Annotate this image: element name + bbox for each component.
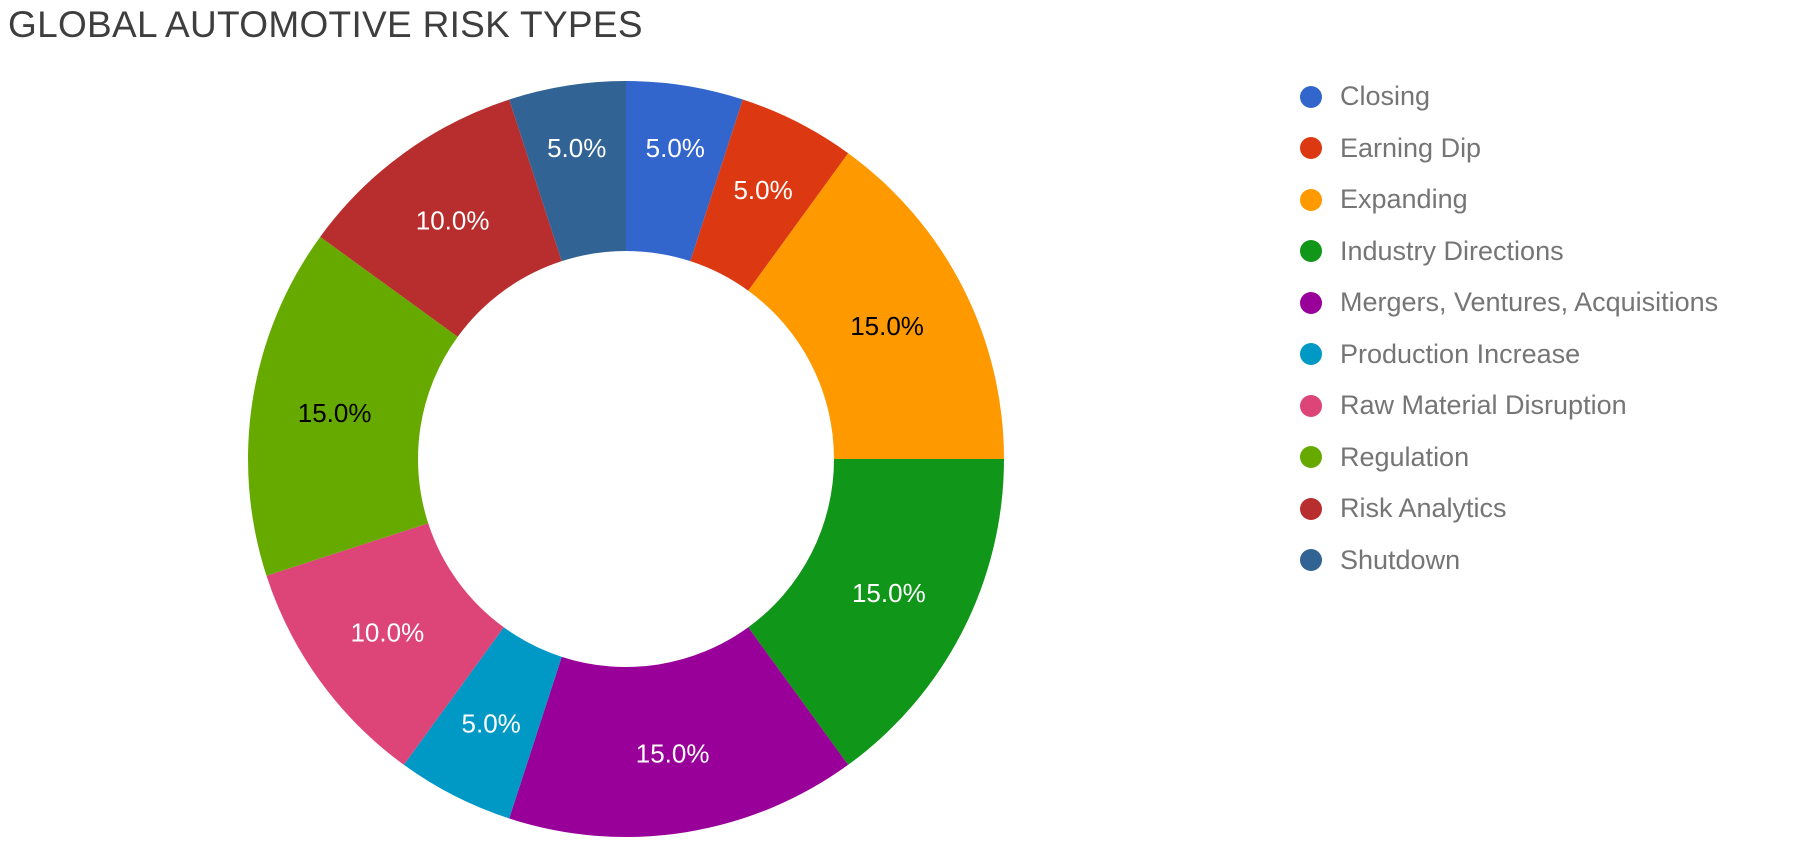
legend-item: Shutdown <box>1300 535 1718 587</box>
legend-swatch-icon <box>1300 497 1322 520</box>
legend-item: Risk Analytics <box>1300 483 1718 535</box>
legend-label: Expanding <box>1340 184 1468 215</box>
legend-label: Regulation <box>1340 441 1470 472</box>
legend-swatch-icon <box>1300 549 1322 572</box>
legend-label: Closing <box>1340 81 1431 112</box>
pie-slice-industry-directions[interactable] <box>748 459 1004 765</box>
legend-label: Production Increase <box>1340 338 1581 369</box>
pie-slice-expanding[interactable] <box>748 153 1004 459</box>
pie-slice-closing[interactable] <box>626 81 743 262</box>
pie-slice-mergers-ventures-acquisitions[interactable] <box>509 627 849 837</box>
legend-label: Shutdown <box>1340 544 1461 575</box>
pie-slice-earning-dip[interactable] <box>690 99 849 291</box>
pie-slice-shutdown[interactable] <box>509 81 626 262</box>
legend-label: Industry Directions <box>1340 235 1564 266</box>
legend-label: Raw Material Disruption <box>1340 390 1627 421</box>
legend-swatch-icon <box>1300 394 1322 417</box>
legend-swatch-icon <box>1300 240 1322 263</box>
legend-swatch-icon <box>1300 446 1322 469</box>
legend-swatch-icon <box>1300 188 1322 211</box>
legend-swatch-icon <box>1300 343 1322 366</box>
legend-item: Production Increase <box>1300 329 1718 381</box>
legend-label: Earning Dip <box>1340 132 1482 163</box>
legend-label: Mergers, Ventures, Acquisitions <box>1340 287 1719 318</box>
pie-slice-risk-analytics[interactable] <box>320 99 562 337</box>
legend-label: Risk Analytics <box>1340 493 1507 524</box>
pie-slice-regulation[interactable] <box>248 236 458 576</box>
legend-swatch-icon <box>1300 85 1322 108</box>
legend: Closing Earning Dip Expanding Industry Dire… <box>1300 71 1718 586</box>
legend-item: Raw Material Disruption <box>1300 380 1718 432</box>
pie-slice-production-increase[interactable] <box>403 627 562 819</box>
legend-item: Mergers, Ventures, Acquisitions <box>1300 277 1718 329</box>
legend-item: Industry Directions <box>1300 226 1718 278</box>
legend-item: Expanding <box>1300 174 1718 226</box>
legend-swatch-icon <box>1300 137 1322 160</box>
legend-item: Regulation <box>1300 432 1718 484</box>
legend-item: Earning Dip <box>1300 123 1718 175</box>
legend-item: Closing <box>1300 71 1718 123</box>
pie-slice-raw-material-disruption[interactable] <box>266 523 504 765</box>
chart-title: GLOBAL AUTOMOTIVE RISK TYPES <box>8 4 643 45</box>
donut-chart: 5.0%5.0%15.0%15.0%15.0%5.0%10.0%15.0%10.… <box>248 81 1004 837</box>
legend-swatch-icon <box>1300 291 1322 314</box>
